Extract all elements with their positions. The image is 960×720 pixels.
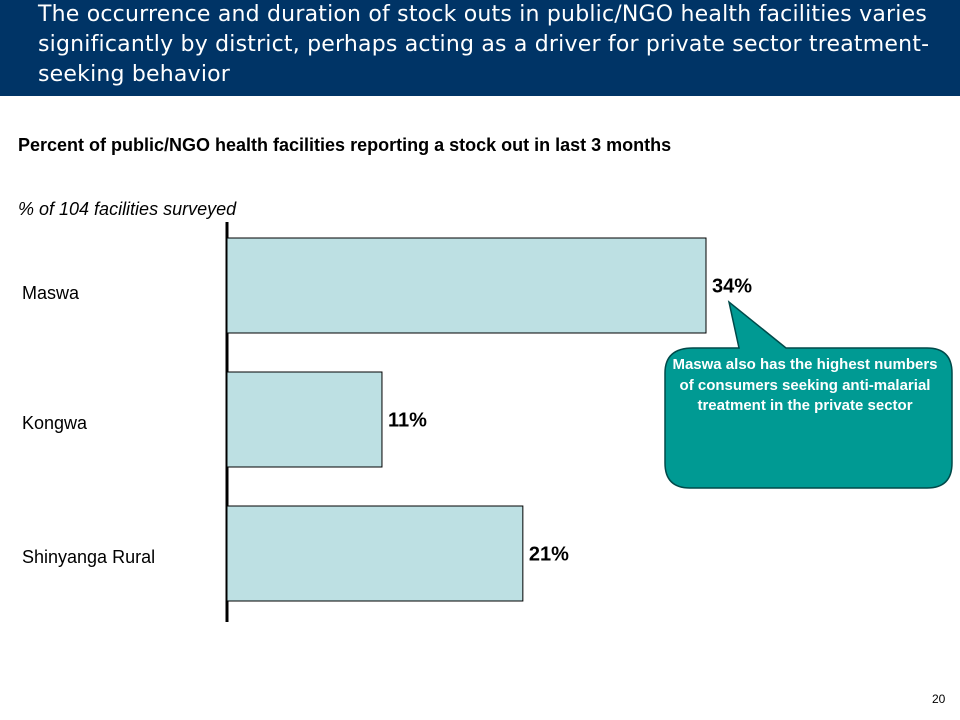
bar-shinyanga-rural: [226, 505, 524, 602]
callout-bubble: [664, 300, 953, 489]
callout-text: Maswa also has the highest numbers of co…: [672, 356, 938, 414]
data-label-maswa: 34%: [712, 276, 752, 298]
category-label-shinyanga-rural: Shinyanga Rural: [22, 547, 156, 567]
bar-maswa: [226, 237, 707, 334]
bar-kongwa: [226, 371, 383, 468]
chart-subtitle: % of 104 facilities surveyed: [18, 199, 237, 219]
page-number: 20: [932, 692, 946, 706]
chart-title: Percent of public/NGO health facilities …: [18, 135, 672, 155]
slide-title: The occurrence and duration of stock out…: [38, 2, 930, 87]
data-label-kongwa: 11%: [388, 410, 427, 432]
category-label-kongwa: Kongwa: [22, 413, 88, 433]
category-label-maswa: Maswa: [22, 283, 80, 303]
data-label-shinyanga-rural: 21%: [529, 544, 569, 566]
title-bar: The occurrence and duration of stock out…: [0, 0, 960, 96]
